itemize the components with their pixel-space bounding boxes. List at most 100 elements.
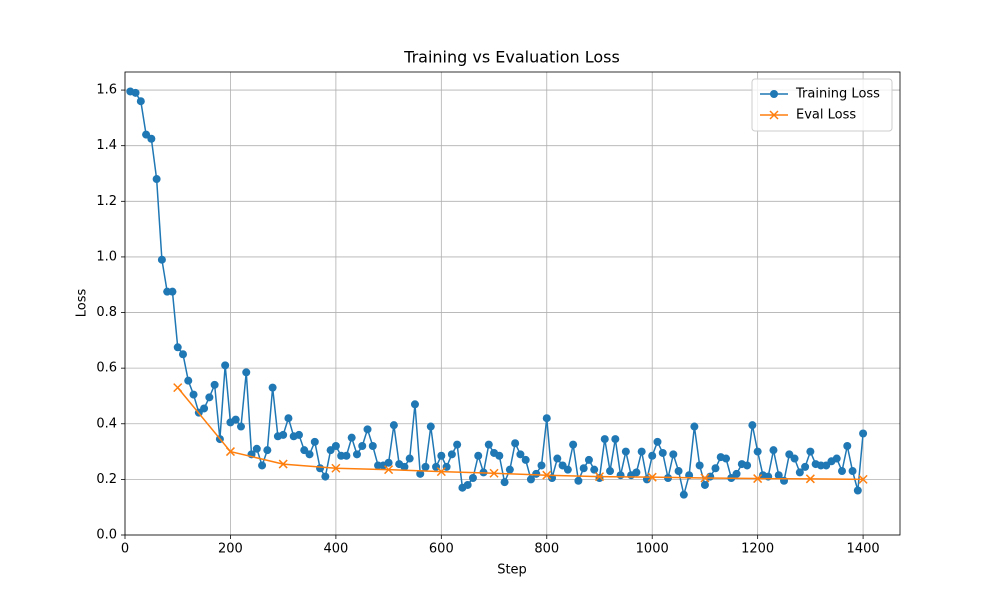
point-marker	[453, 440, 462, 449]
point-marker	[363, 425, 372, 434]
point-marker	[753, 447, 762, 456]
point-marker	[637, 447, 646, 456]
point-marker	[690, 422, 699, 431]
point-marker	[484, 440, 493, 449]
point-marker	[748, 421, 757, 430]
point-marker	[184, 376, 193, 385]
point-marker	[774, 471, 783, 480]
point-marker	[400, 462, 409, 471]
point-marker	[384, 465, 394, 475]
point-marker	[278, 459, 288, 469]
x-tick-label: 400	[323, 542, 348, 557]
point-marker	[284, 414, 293, 423]
x-tick-label: 1200	[741, 542, 774, 557]
y-tick-label: 0.0	[96, 528, 117, 543]
point-marker	[574, 476, 583, 485]
point-marker	[848, 467, 857, 476]
y-tick-label: 0.6	[96, 361, 117, 376]
point-marker	[795, 468, 804, 477]
y-tick-label: 1.2	[96, 194, 117, 209]
x-tick-label: 0	[121, 542, 129, 557]
point-marker	[516, 450, 525, 459]
point-marker	[305, 450, 314, 459]
point-marker	[606, 467, 615, 476]
point-marker	[421, 462, 430, 471]
point-marker	[347, 433, 356, 442]
point-marker	[753, 474, 763, 484]
point-marker	[594, 472, 605, 482]
point-marker	[621, 447, 630, 456]
point-marker	[769, 446, 778, 455]
point-marker	[342, 451, 351, 460]
point-marker	[838, 467, 847, 476]
point-marker	[695, 461, 704, 470]
point-marker	[405, 454, 414, 463]
point-marker	[526, 475, 535, 484]
point-marker	[331, 442, 340, 451]
point-marker	[611, 435, 620, 444]
point-marker	[505, 465, 514, 474]
point-marker	[722, 454, 731, 463]
point-marker	[770, 90, 778, 98]
point-marker	[236, 422, 245, 431]
point-marker	[258, 461, 267, 470]
x-tick-label: 1000	[636, 542, 669, 557]
point-marker	[489, 468, 499, 478]
point-marker	[173, 343, 182, 352]
point-marker	[769, 110, 779, 120]
point-marker	[389, 421, 398, 430]
point-marker	[225, 447, 235, 457]
point-marker	[732, 469, 741, 478]
point-marker	[648, 451, 657, 460]
point-marker	[358, 442, 367, 451]
point-marker	[801, 462, 810, 471]
chart-title: Training vs Evaluation Loss	[403, 48, 620, 67]
x-tick-label: 200	[218, 542, 243, 557]
point-marker	[131, 88, 140, 97]
point-marker	[252, 444, 261, 453]
point-marker	[521, 455, 530, 464]
y-tick-label: 0.4	[96, 416, 117, 431]
point-marker	[210, 380, 219, 389]
point-marker	[616, 471, 625, 480]
point-marker	[806, 447, 815, 456]
x-tick-label: 1400	[847, 542, 880, 557]
point-marker	[584, 455, 593, 464]
point-marker	[579, 464, 588, 473]
point-marker	[147, 134, 156, 143]
point-marker	[310, 437, 319, 446]
point-marker	[268, 383, 277, 392]
point-marker	[569, 440, 578, 449]
point-marker	[410, 400, 419, 409]
point-marker	[679, 490, 688, 499]
y-tick-label: 1.4	[96, 138, 117, 153]
point-marker	[832, 454, 841, 463]
point-marker	[416, 469, 425, 478]
point-marker	[205, 393, 214, 402]
point-marker	[743, 461, 752, 470]
point-marker	[653, 437, 662, 446]
legend: Training Loss Eval Loss	[751, 78, 893, 132]
point-marker	[221, 361, 230, 370]
point-marker	[263, 446, 272, 455]
point-marker	[279, 430, 288, 439]
point-marker	[495, 451, 504, 460]
point-marker	[436, 467, 446, 477]
y-tick-label: 1.0	[96, 249, 117, 264]
point-marker	[511, 439, 520, 448]
legend-box	[751, 78, 893, 132]
point-marker	[294, 430, 303, 439]
point-marker	[242, 368, 251, 377]
series-line	[177, 387, 864, 481]
point-marker	[532, 469, 541, 478]
point-marker	[590, 465, 599, 474]
x-tick-label: 800	[534, 542, 559, 557]
point-marker	[805, 474, 815, 484]
point-marker	[706, 472, 715, 481]
point-marker	[352, 450, 361, 459]
point-marker	[700, 480, 709, 489]
y-tick-label: 1.6	[96, 83, 117, 98]
point-marker	[447, 450, 456, 459]
